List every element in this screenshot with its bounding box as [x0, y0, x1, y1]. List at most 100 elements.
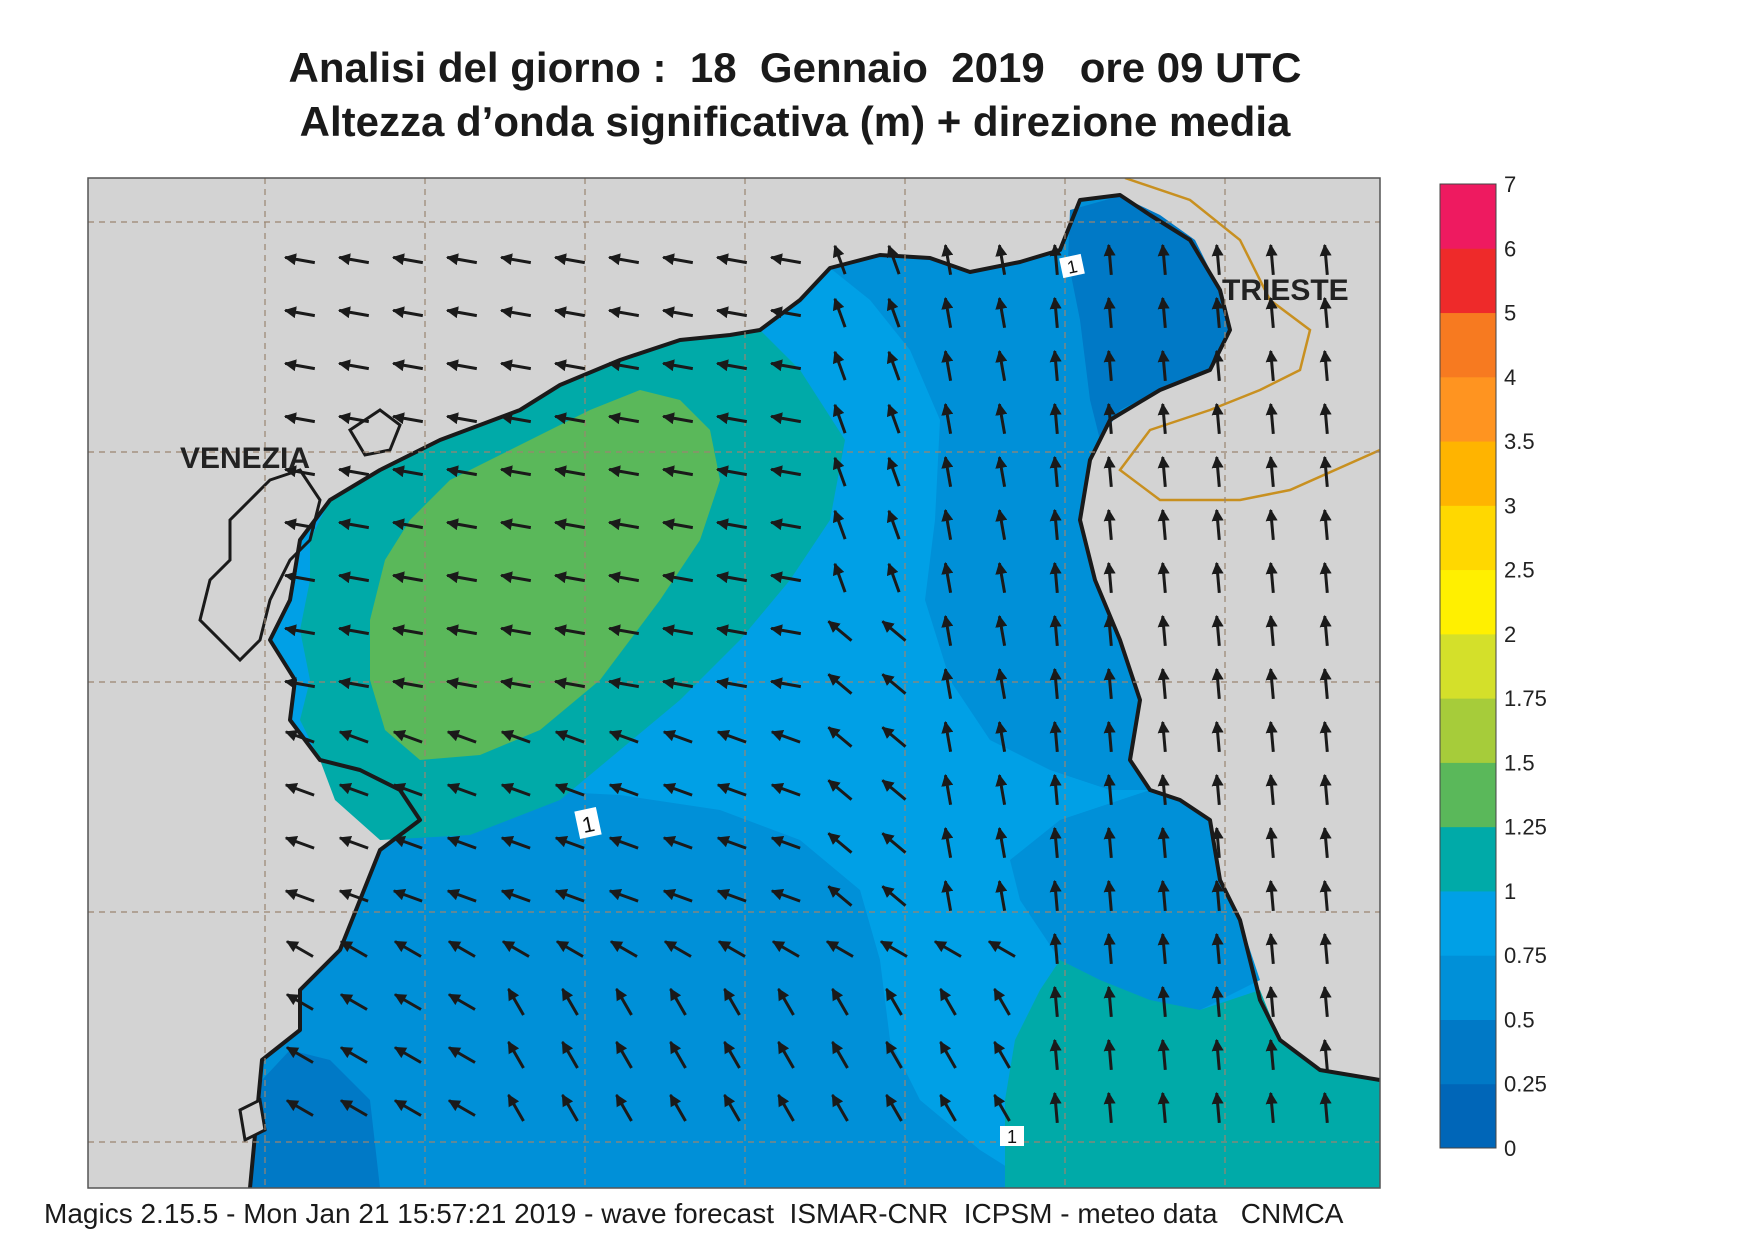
- wave-direction-arrow: [1211, 614, 1224, 647]
- wave-zone-1.25: [370, 390, 720, 760]
- colorbar-tick-label: 0.5: [1504, 1007, 1535, 1032]
- wave-direction-arrow: [1265, 349, 1278, 382]
- colorbar-swatch: [1440, 441, 1496, 506]
- wave-direction-arrow: [1211, 773, 1224, 806]
- wave-direction-arrow: [885, 1093, 903, 1122]
- wave-direction-arrow: [1103, 349, 1116, 382]
- wave-direction-arrow: [507, 1093, 525, 1122]
- wave-zone-1.0-se: [1005, 960, 1380, 1188]
- wave-direction-arrow: [608, 412, 640, 425]
- colorbar-swatch: [1440, 698, 1496, 763]
- wave-direction-arrow: [832, 562, 847, 593]
- wave-direction-arrow: [446, 571, 478, 584]
- wave-direction-arrow: [941, 244, 954, 276]
- wave-direction-arrow: [446, 359, 478, 372]
- wave-direction-arrow: [716, 571, 748, 584]
- wave-direction-arrow: [1319, 879, 1332, 912]
- wave-direction-arrow: [941, 562, 954, 594]
- footer-credits: Magics 2.15.5 - Mon Jan 21 15:57:21 2019…: [44, 1198, 1344, 1229]
- wave-direction-arrow: [1157, 773, 1170, 806]
- wave-direction-arrow: [1049, 932, 1062, 965]
- wave-direction-arrow: [1265, 879, 1278, 912]
- wave-direction-arrow: [881, 620, 907, 642]
- wave-direction-arrow: [500, 518, 532, 531]
- wave-direction-arrow: [1265, 243, 1278, 276]
- wave-direction-arrow: [1211, 667, 1224, 700]
- wave-direction-arrow: [339, 1046, 368, 1064]
- wave-direction-arrow: [338, 835, 369, 850]
- wave-direction-arrow: [993, 1040, 1011, 1069]
- wave-direction-arrow: [662, 465, 694, 478]
- wave-direction-arrow: [338, 253, 370, 266]
- wave-direction-arrow: [507, 1040, 525, 1069]
- colorbar-swatch: [1440, 376, 1496, 442]
- wave-direction-arrow: [1265, 720, 1278, 753]
- wave-direction-arrow: [1265, 296, 1278, 329]
- wave-direction-arrow: [1049, 508, 1062, 541]
- wave-direction-arrow: [941, 880, 954, 912]
- wave-direction-arrow: [615, 987, 633, 1016]
- wave-direction-arrow: [941, 827, 954, 859]
- wave-direction-arrow: [1319, 508, 1332, 541]
- wave-direction-arrow: [447, 940, 476, 958]
- coastline: [248, 193, 1380, 1188]
- wave-direction-arrow: [608, 888, 639, 903]
- wave-direction-arrow: [285, 1046, 314, 1064]
- wave-direction-arrow: [886, 403, 901, 434]
- colorbar-tick-label: 0.75: [1504, 943, 1547, 968]
- wave-direction-arrow: [608, 465, 640, 478]
- svg-text:1: 1: [580, 811, 597, 838]
- wave-direction-arrow: [770, 359, 802, 372]
- wave-direction-arrow: [1103, 614, 1116, 647]
- wave-direction-arrow: [284, 729, 315, 744]
- wave-direction-arrow: [338, 412, 370, 425]
- wave-direction-arrow: [500, 888, 531, 903]
- wave-direction-arrow: [827, 885, 853, 907]
- wave-direction-arrow: [392, 359, 424, 372]
- wave-direction-arrow: [554, 306, 586, 319]
- wave-direction-arrow: [338, 782, 369, 797]
- wave-direction-arrow: [1103, 1091, 1116, 1124]
- wave-direction-arrow: [770, 412, 802, 425]
- wave-direction-arrow: [1211, 455, 1224, 488]
- wave-direction-arrow: [1157, 985, 1170, 1018]
- wave-direction-arrow: [615, 1040, 633, 1069]
- wave-direction-arrow: [1265, 1091, 1278, 1124]
- wave-direction-arrow: [941, 615, 954, 647]
- wave-direction-arrow: [1265, 985, 1278, 1018]
- wave-direction-arrow: [446, 624, 478, 637]
- wave-direction-arrow: [832, 350, 847, 381]
- wave-direction-arrow: [1265, 402, 1278, 435]
- contour-label: 1: [1059, 253, 1085, 279]
- wave-direction-arrow: [941, 297, 954, 329]
- wave-direction-arrow: [1211, 349, 1224, 382]
- wave-direction-arrow: [1103, 879, 1116, 912]
- colorbar-tick-label: 1.5: [1504, 750, 1535, 775]
- wave-direction-arrow: [501, 940, 530, 958]
- wave-direction-arrow: [608, 729, 639, 744]
- wave-direction-arrow: [770, 729, 801, 744]
- wave-direction-arrow: [1319, 1038, 1332, 1071]
- wave-direction-arrow: [1265, 667, 1278, 700]
- wave-direction-arrow: [1049, 826, 1062, 859]
- colorbar-swatch: [1440, 184, 1496, 249]
- wave-direction-arrow: [1103, 243, 1116, 276]
- wave-direction-arrow: [446, 835, 477, 850]
- wave-direction-arrow: [554, 624, 586, 637]
- wave-direction-arrow: [1049, 402, 1062, 435]
- wave-direction-arrow: [1265, 561, 1278, 594]
- wave-direction-arrow: [285, 940, 314, 958]
- colorbar-tick-label: 2.5: [1504, 558, 1535, 583]
- wave-direction-arrow: [1157, 826, 1170, 859]
- wave-direction-arrow: [338, 465, 370, 478]
- wave-direction-arrow: [1157, 879, 1170, 912]
- wave-direction-arrow: [1049, 455, 1062, 488]
- wave-direction-arrow: [831, 1093, 849, 1122]
- wave-direction-arrow: [827, 673, 853, 695]
- wave-direction-arrow: [1211, 508, 1224, 541]
- wave-direction-arrow: [338, 306, 370, 319]
- wave-direction-arrow: [1265, 932, 1278, 965]
- wave-direction-arrow: [995, 562, 1008, 594]
- map-title: Analisi del giorno : 18 Gennaio 2019 ore…: [288, 44, 1302, 91]
- colorbar-tick-label: 1.75: [1504, 686, 1547, 711]
